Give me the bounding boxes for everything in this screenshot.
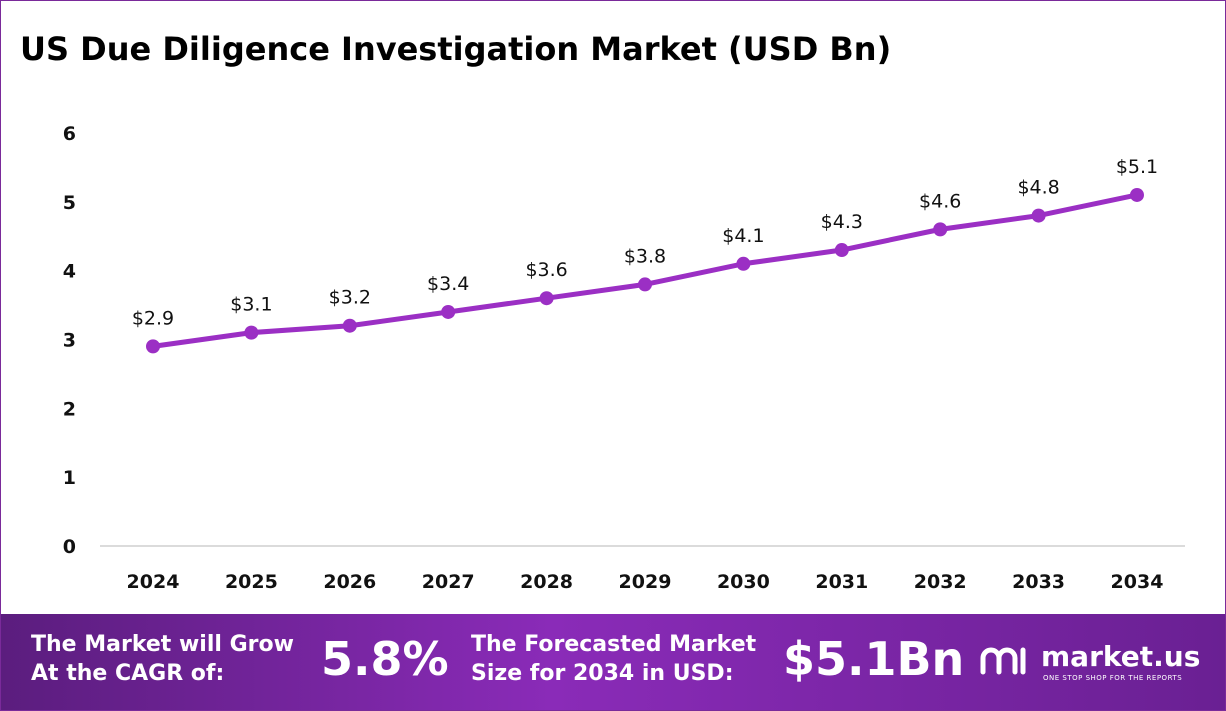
x-tick-label: 2025 (225, 571, 278, 593)
label-line: Size for 2034 in USD: (471, 661, 734, 686)
label-line: At the CAGR of: (31, 661, 225, 686)
x-tick-label: 2024 (127, 571, 180, 593)
value-label: $3.6 (525, 259, 567, 281)
x-tick-label: 2034 (1111, 571, 1164, 593)
point (441, 304, 456, 319)
x-tick-label: 2029 (619, 571, 672, 593)
logo (980, 647, 1026, 675)
y-tick-label: 0 (63, 536, 76, 558)
point (1031, 208, 1046, 223)
brand: market.us (1041, 640, 1201, 673)
point (736, 256, 751, 271)
x-tick-label: 2032 (914, 571, 967, 593)
x-tick-label: 2026 (323, 571, 376, 593)
footer: The Market will Grow At the CAGR of: 5.8… (1, 614, 1225, 710)
y-tick-label: 3 (63, 330, 76, 352)
value-label: $5.1 (1116, 156, 1158, 178)
chart: US Due Diligence Investigation Market (U… (20, 30, 1185, 593)
chart-title: US Due Diligence Investigation Market (U… (20, 30, 891, 68)
value-label: $3.8 (624, 245, 666, 267)
point (1130, 187, 1144, 202)
y-tick-label: 4 (63, 261, 76, 283)
value-label: $3.2 (329, 287, 371, 309)
value-label: $2.9 (132, 307, 174, 329)
point (834, 243, 849, 258)
x-tick-label: 2030 (717, 571, 770, 593)
value-label: $4.1 (722, 225, 764, 247)
forecast-label: The Forecasted Market Size for 2034 in U… (471, 630, 756, 688)
point (933, 222, 948, 237)
value-label: $3.4 (427, 273, 469, 295)
x-tick-label: 2028 (520, 571, 573, 593)
x-tick-label: 2027 (422, 571, 475, 593)
y-tick-label: 2 (63, 398, 76, 420)
forecast-value: $5.1Bn (783, 632, 965, 686)
x-tick-label: 2031 (815, 571, 868, 593)
value-label: $4.3 (821, 211, 863, 233)
point (638, 277, 652, 292)
tagline: ONE STOP SHOP FOR THE REPORTS (1043, 674, 1183, 682)
y-tick-label: 6 (63, 123, 76, 145)
point (146, 339, 160, 354)
label-line: The Market will Grow (31, 632, 294, 657)
label-line: The Forecasted Market (471, 632, 757, 657)
x-tick-label: 2033 (1012, 571, 1065, 593)
cagr-label: The Market will Grow At the CAGR of: (31, 630, 294, 688)
point (342, 318, 357, 333)
value-label: $3.1 (230, 294, 272, 316)
y-tick-label: 1 (63, 467, 76, 489)
point (539, 291, 554, 306)
line (152, 192, 1138, 349)
y-tick-label: 5 (63, 192, 76, 214)
cagr-value: 5.8% (321, 632, 449, 686)
point (244, 325, 259, 340)
value-label: $4.8 (1017, 177, 1059, 199)
value-label: $4.6 (919, 190, 961, 212)
